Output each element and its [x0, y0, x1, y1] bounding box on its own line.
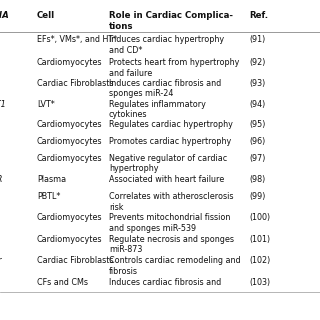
Text: Induces cardiac hypertrophy
and CD*: Induces cardiac hypertrophy and CD*	[109, 35, 224, 55]
Text: PBTL*: PBTL*	[37, 192, 60, 201]
Text: LIPCAR: LIPCAR	[0, 175, 3, 184]
Text: EFs*, VMs*, and HT*: EFs*, VMs*, and HT*	[37, 35, 117, 44]
Text: CFs and CMs: CFs and CMs	[37, 278, 88, 287]
Text: (98): (98)	[250, 175, 266, 184]
Text: Role in Cardiac Complica-
tions: Role in Cardiac Complica- tions	[109, 11, 233, 31]
Text: (92): (92)	[250, 58, 266, 67]
Text: Controls cardiac remodeling and
fibrosis: Controls cardiac remodeling and fibrosis	[109, 256, 240, 276]
Text: Cardiac Fibroblasts: Cardiac Fibroblasts	[37, 79, 113, 88]
Text: Cardiomyocytes: Cardiomyocytes	[37, 120, 102, 129]
Text: Induces cardiac fibrosis and: Induces cardiac fibrosis and	[109, 278, 221, 287]
Text: Cardiomyocytes: Cardiomyocytes	[37, 213, 102, 222]
Text: lncRNA: lncRNA	[0, 11, 9, 20]
Text: Cell: Cell	[37, 11, 55, 20]
Text: (103): (103)	[250, 278, 271, 287]
Text: LVT*: LVT*	[37, 100, 54, 108]
Text: (93): (93)	[250, 79, 266, 88]
Text: Ref.: Ref.	[250, 11, 269, 20]
Text: Correlates with atherosclerosis
risk: Correlates with atherosclerosis risk	[109, 192, 233, 212]
Text: Cardiac Fibroblasts: Cardiac Fibroblasts	[37, 256, 113, 265]
Text: Protects heart from hypertrophy
and failure: Protects heart from hypertrophy and fail…	[109, 58, 239, 78]
Text: Negative regulator of cardiac
hypertrophy: Negative regulator of cardiac hypertroph…	[109, 154, 227, 173]
Text: Cardiomyocytes: Cardiomyocytes	[37, 235, 102, 244]
Text: (96): (96)	[250, 137, 266, 146]
Text: (102): (102)	[250, 256, 271, 265]
Text: MALAT1: MALAT1	[0, 100, 6, 108]
Text: (99): (99)	[250, 192, 266, 201]
Text: Associated with heart failure: Associated with heart failure	[109, 175, 224, 184]
Text: (100): (100)	[250, 213, 271, 222]
Text: (95): (95)	[250, 120, 266, 129]
Text: (101): (101)	[250, 235, 271, 244]
Text: Regulate necrosis and sponges
miR-873: Regulate necrosis and sponges miR-873	[109, 235, 234, 254]
Text: Induces cardiac fibrosis and
sponges miR-24: Induces cardiac fibrosis and sponges miR…	[109, 79, 221, 99]
Text: (97): (97)	[250, 154, 266, 163]
Text: Cardiomyocytes: Cardiomyocytes	[37, 154, 102, 163]
Text: Cardiomyocytes: Cardiomyocytes	[37, 58, 102, 67]
Text: Regulates cardiac hypertrophy: Regulates cardiac hypertrophy	[109, 120, 233, 129]
Text: Regulates inflammatory
cytokines: Regulates inflammatory cytokines	[109, 100, 206, 119]
Text: Prevents mitochondrial fission
and sponges miR-539: Prevents mitochondrial fission and spong…	[109, 213, 230, 233]
Text: (94): (94)	[250, 100, 266, 108]
Text: Cardiomyocytes: Cardiomyocytes	[37, 137, 102, 146]
Text: Plasma: Plasma	[37, 175, 66, 184]
Text: (91): (91)	[250, 35, 266, 44]
Text: Promotes cardiac hypertrophy: Promotes cardiac hypertrophy	[109, 137, 231, 146]
Text: Wisper: Wisper	[0, 256, 2, 265]
